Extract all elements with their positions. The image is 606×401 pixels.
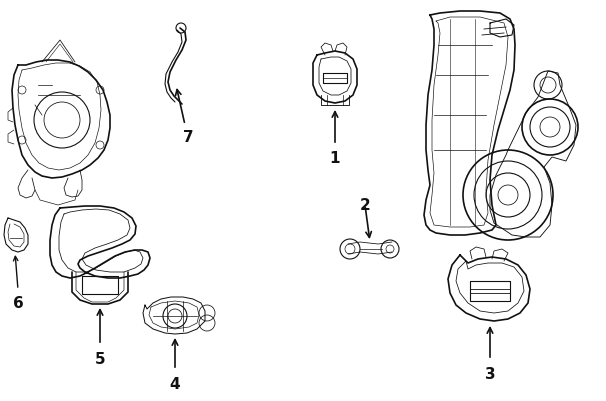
Text: 5: 5 [95, 352, 105, 367]
Text: 1: 1 [330, 151, 340, 166]
Text: 4: 4 [170, 377, 181, 392]
Text: 2: 2 [359, 198, 370, 213]
Text: 3: 3 [485, 367, 495, 382]
Text: 6: 6 [13, 296, 24, 311]
Text: 7: 7 [182, 130, 193, 145]
